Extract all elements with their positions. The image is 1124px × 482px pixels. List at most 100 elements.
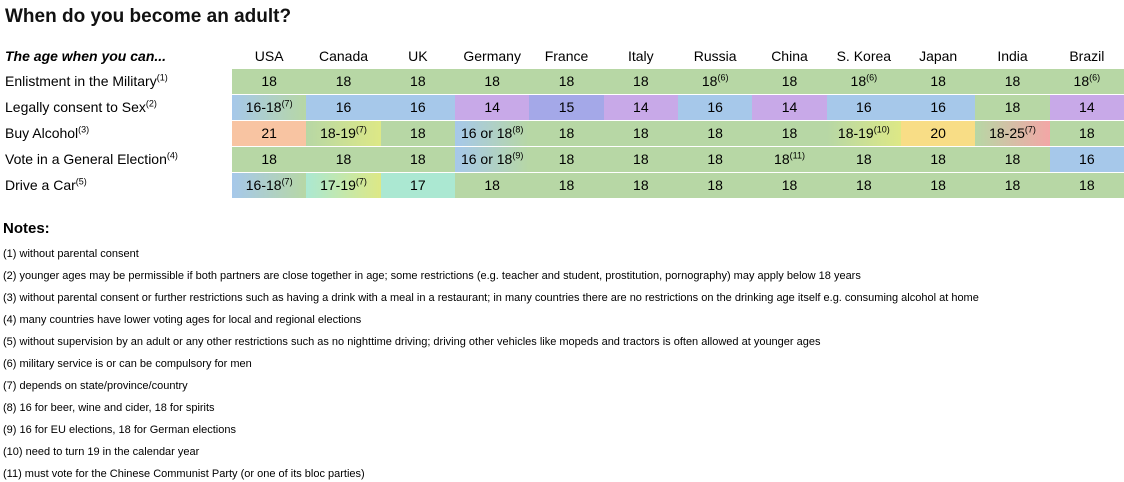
age-cell: 18 <box>678 121 753 146</box>
column-header-canada: Canada <box>318 48 369 64</box>
age-cell: 18 <box>678 147 753 172</box>
table-row: Drive a Car(5) 16-18(7) 17-19(7) 17 18 18 18 18… <box>0 173 1124 198</box>
column-header-germany: Germany <box>463 48 521 64</box>
age-cell: 18 <box>380 121 455 146</box>
note-item: (3) without parental consent or further … <box>3 292 979 304</box>
age-cell: 18 <box>529 147 604 172</box>
age-cell: 18 <box>232 147 307 172</box>
column-header-japan: Japan <box>919 48 958 64</box>
column-header-brazil: Brazil <box>1069 48 1105 64</box>
age-cell: 18 <box>901 69 976 94</box>
age-cell: 18 <box>603 173 678 198</box>
note-item: (2) younger ages may be permissible if b… <box>3 270 861 282</box>
age-cell: 16-18(7) <box>232 173 307 198</box>
age-cell: 18-19(10) <box>826 121 901 146</box>
note-item: (4) many countries have lower voting age… <box>3 314 362 326</box>
age-cell: 18 <box>678 173 753 198</box>
table-body: Enlistment in the Military(1) 18 18 18 18 18 1… <box>0 69 1124 198</box>
age-cell: 18 <box>975 95 1050 120</box>
age-cell: 14 <box>1049 95 1124 120</box>
age-cell: 18 <box>529 121 604 146</box>
column-header-india: India <box>997 48 1028 64</box>
column-header-france: France <box>544 48 589 64</box>
age-cell: 17 <box>380 173 455 198</box>
note-item: (10) need to turn 19 in the calendar yea… <box>3 446 200 458</box>
age-cell: 16 or 18(8) <box>455 121 530 146</box>
column-header-russia: Russia <box>693 48 737 64</box>
note-item: (1) without parental consent <box>3 248 139 260</box>
note-item: (7) depends on state/province/country <box>3 380 188 392</box>
age-cell: 18-25(7) <box>975 121 1050 146</box>
corner-label: The age when you can... <box>5 48 167 64</box>
age-cell: 14 <box>752 95 827 120</box>
age-cell: 16 <box>1049 147 1124 172</box>
age-cell: 18 <box>380 69 455 94</box>
age-cell: 20 <box>901 121 976 146</box>
row-label: Vote in a General Election(4) <box>0 147 232 172</box>
age-cell: 16 <box>306 95 381 120</box>
column-header-china: China <box>771 48 808 64</box>
row-label: Buy Alcohol(3) <box>0 121 232 146</box>
age-cell: 18 <box>826 147 901 172</box>
column-header-usa: USA <box>254 48 284 64</box>
age-cell: 18 <box>232 69 307 94</box>
age-cell: 18 <box>826 173 901 198</box>
age-cell: 21 <box>232 121 307 146</box>
age-cell: 16 <box>380 95 455 120</box>
age-table: The age when you can... USA Canada UK Germa… <box>0 45 1124 198</box>
age-cell: 18(6) <box>678 69 753 94</box>
column-header-s-korea: S. Korea <box>836 48 892 64</box>
age-cell: 18 <box>529 69 604 94</box>
age-cell: 16 or 18(9) <box>455 147 530 172</box>
row-label: Drive a Car(5) <box>0 173 232 198</box>
note-item: (5) without supervision by an adult or a… <box>3 336 821 348</box>
note-item: (9) 16 for EU elections, 18 for German e… <box>3 424 236 436</box>
row-label: Enlistment in the Military(1) <box>0 69 232 94</box>
table-row: Vote in a General Election(4) 18 18 18 16 or… <box>0 147 1124 172</box>
table-row: Buy Alcohol(3) 21 18-19(7) 18 16 or 18(8) 18 1… <box>0 121 1124 146</box>
age-cell: 18 <box>975 69 1050 94</box>
age-cell: 18 <box>752 69 827 94</box>
notes-list: (1) without parental consent (2) younger … <box>0 243 1124 482</box>
note-item: (6) military service is or can be compul… <box>3 358 252 370</box>
age-cell: 18 <box>901 147 976 172</box>
age-cell: 18 <box>975 147 1050 172</box>
age-cell: 18 <box>455 69 530 94</box>
age-cell: 18 <box>752 121 827 146</box>
note-item: (8) 16 for beer, wine and cider, 18 for … <box>3 402 215 414</box>
age-cell: 14 <box>455 95 530 120</box>
age-cell: 18 <box>1049 121 1124 146</box>
age-cell: 15 <box>529 95 604 120</box>
age-cell: 18 <box>306 69 381 94</box>
note-item: (11) must vote for the Chinese Communist… <box>3 468 365 480</box>
age-cell: 18-19(7) <box>306 121 381 146</box>
age-cell: 18 <box>603 147 678 172</box>
age-cell: 16 <box>826 95 901 120</box>
age-cell: 18 <box>975 173 1050 198</box>
age-cell: 18 <box>380 147 455 172</box>
table-row: Enlistment in the Military(1) 18 18 18 18 18 1… <box>0 69 1124 94</box>
age-cell: 17-19(7) <box>306 173 381 198</box>
column-header-uk: UK <box>408 48 428 64</box>
age-cell: 18(11) <box>752 147 827 172</box>
column-header-italy: Italy <box>627 48 654 64</box>
notes-heading: Notes: <box>3 220 50 237</box>
age-cell: 18 <box>752 173 827 198</box>
age-cell: 16 <box>678 95 753 120</box>
age-cell: 14 <box>603 95 678 120</box>
age-cell: 18 <box>306 147 381 172</box>
age-cell: 18 <box>1049 173 1124 198</box>
table-row: Legally consent to Sex(2) 16-18(7) 16 16 14 1… <box>0 95 1124 120</box>
age-cell: 18 <box>455 173 530 198</box>
age-cell: 18(6) <box>1049 69 1124 94</box>
age-cell: 18 <box>603 69 678 94</box>
notes-section: Notes: (1) without parental consent (2) y… <box>0 220 1124 482</box>
page-title: When do you become an adult? <box>5 6 292 27</box>
age-cell: 18 <box>529 173 604 198</box>
age-cell: 16-18(7) <box>232 95 307 120</box>
age-cell: 18 <box>901 173 976 198</box>
row-label: Legally consent to Sex(2) <box>0 95 232 120</box>
age-cell: 18(6) <box>826 69 901 94</box>
age-cell: 18 <box>603 121 678 146</box>
